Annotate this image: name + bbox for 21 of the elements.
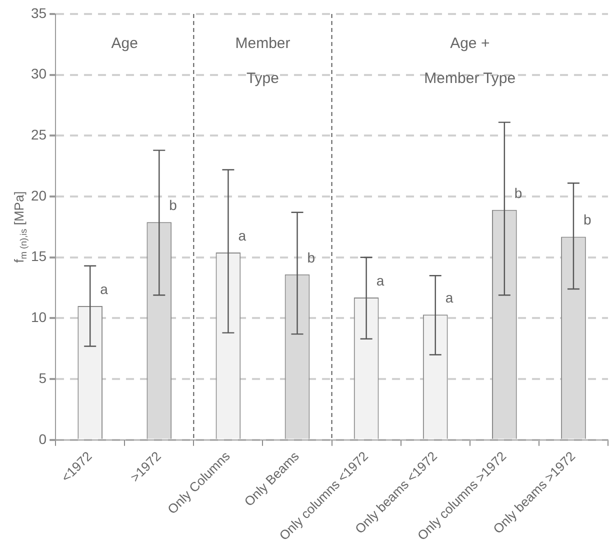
annotation: a [376,272,384,288]
annotation: Age [111,35,138,52]
text: Age + [450,35,490,52]
annotation: b [514,184,522,201]
y-tick-label: 20 [30,187,47,204]
y-tick-label: 30 [30,66,47,82]
annotation: a [445,289,454,306]
y-tick-label: 0 [38,430,47,447]
annotation: Member Type [424,70,516,88]
annotation: a [100,280,108,297]
y-tick-label: 25 [30,126,47,143]
y-tick-label: 15 [30,248,47,264]
y-axis-title: fm (n),is [MPa] [12,191,28,263]
annotation: b [169,196,178,213]
annotation: b [583,212,592,228]
y-tick-label: 5 [38,370,47,386]
y-tick-label: 35 [30,4,47,21]
text: Member Type [235,35,290,88]
annotation: a [238,227,246,244]
annotation: b [307,249,316,266]
y-tick-label: 10 [30,309,47,326]
